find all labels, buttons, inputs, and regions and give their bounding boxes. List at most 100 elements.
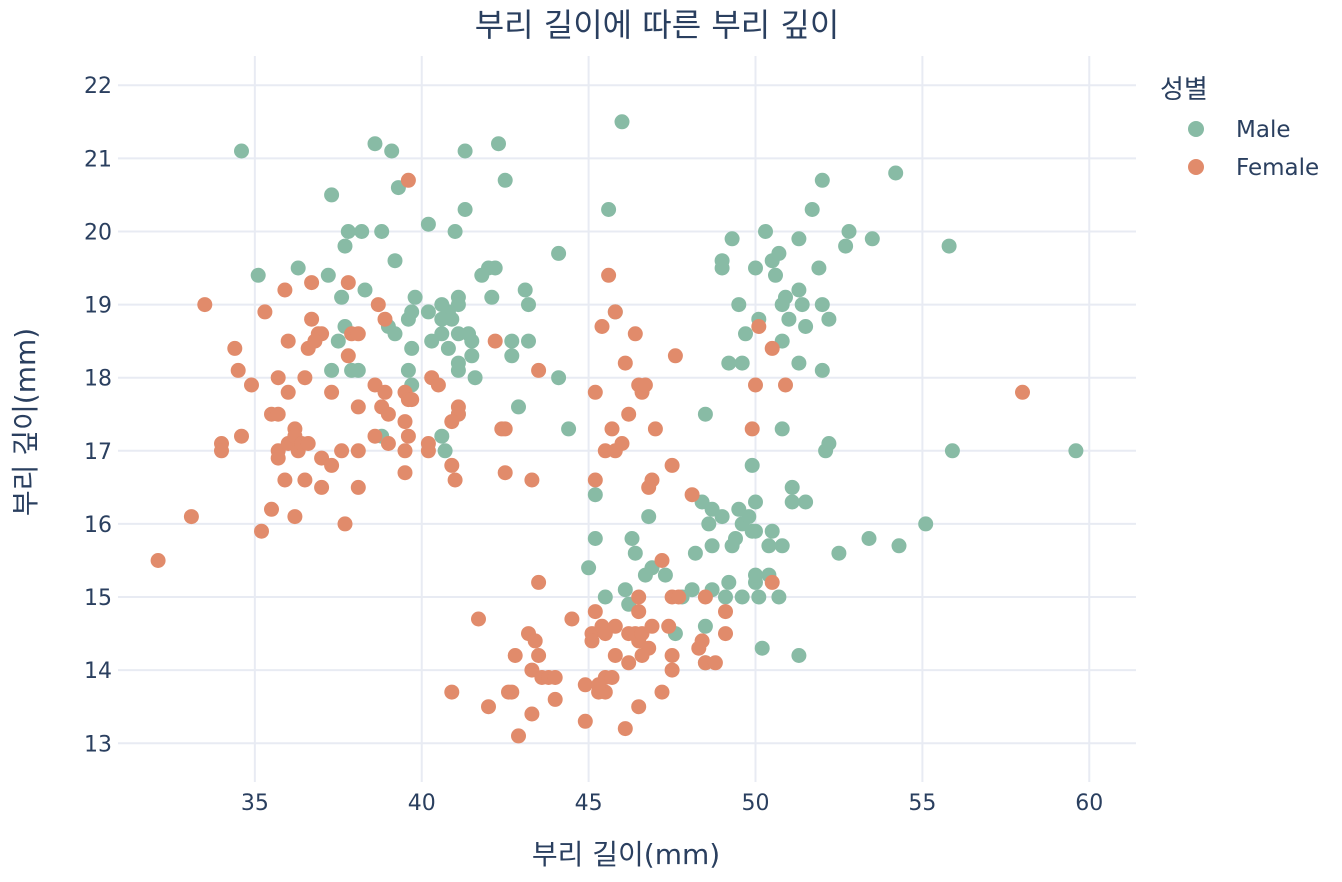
y-tick-label: 18 <box>84 367 112 392</box>
data-point <box>497 465 513 481</box>
series-female <box>150 172 1030 744</box>
data-point <box>821 436 837 451</box>
data-point <box>748 494 763 510</box>
y-tick-label: 17 <box>84 440 112 465</box>
data-point <box>577 713 593 729</box>
legend-item-female[interactable]: Female <box>1188 155 1319 181</box>
y-tick-label: 22 <box>84 74 112 99</box>
legend-item-male[interactable]: Male <box>1188 117 1290 143</box>
data-point <box>250 267 266 283</box>
data-point <box>561 421 577 437</box>
data-point <box>811 260 827 276</box>
data-point <box>768 267 783 283</box>
legend-label: Male <box>1236 117 1290 143</box>
legend[interactable]: 성별 Male Female <box>1160 75 1319 181</box>
data-point <box>748 523 763 539</box>
data-point <box>744 421 760 437</box>
data-point <box>664 648 680 663</box>
data-point <box>804 202 820 217</box>
data-point <box>838 238 854 254</box>
data-point <box>664 662 680 678</box>
data-point <box>617 582 633 598</box>
data-point <box>791 282 807 298</box>
data-point <box>1068 443 1084 459</box>
data-point <box>400 311 416 327</box>
x-tick-label: 40 <box>408 791 436 816</box>
data-point <box>264 501 279 517</box>
data-point <box>597 589 613 605</box>
data-point <box>634 648 650 663</box>
data-point <box>511 399 526 415</box>
data-point <box>624 531 640 546</box>
data-point <box>744 457 760 473</box>
data-point <box>420 216 436 232</box>
data-point <box>587 604 603 620</box>
data-point <box>637 567 653 583</box>
data-point <box>214 443 229 459</box>
y-tick-label: 14 <box>84 659 112 684</box>
data-point <box>420 304 436 320</box>
data-point <box>521 333 536 349</box>
data-point <box>864 231 880 247</box>
data-point <box>287 509 303 525</box>
data-point <box>404 392 420 408</box>
data-point <box>631 699 647 715</box>
x-tick-label: 35 <box>241 791 269 816</box>
data-point <box>734 355 750 371</box>
data-point <box>337 238 353 254</box>
data-point <box>517 282 533 298</box>
data-point <box>584 633 600 649</box>
data-point <box>230 362 246 378</box>
data-point <box>334 289 350 305</box>
data-point <box>654 684 670 700</box>
data-point <box>741 509 757 525</box>
data-point <box>774 421 790 437</box>
data-point <box>474 267 490 283</box>
data-point <box>504 348 520 364</box>
data-point <box>627 326 643 342</box>
data-point <box>601 267 617 283</box>
data-point <box>764 523 780 539</box>
data-point <box>748 377 763 393</box>
data-point <box>380 436 396 451</box>
data-point <box>330 333 346 349</box>
data-point <box>764 574 780 590</box>
data-point <box>400 362 416 378</box>
data-point <box>357 282 373 298</box>
data-point <box>464 348 480 364</box>
data-point <box>734 589 750 605</box>
x-tick-label: 50 <box>742 791 770 816</box>
data-point <box>471 611 486 627</box>
data-point <box>661 618 677 634</box>
data-point <box>444 311 460 327</box>
data-point <box>491 136 506 152</box>
data-point <box>707 655 723 671</box>
data-point <box>314 479 330 495</box>
y-axis-title: 부리 깊이(mm) <box>9 328 42 516</box>
data-point <box>350 362 366 378</box>
data-point <box>400 428 416 444</box>
data-point <box>594 319 610 334</box>
data-point <box>1015 384 1030 400</box>
data-point <box>424 333 440 349</box>
data-point <box>718 604 733 620</box>
data-point <box>614 436 630 451</box>
data-point <box>407 289 423 305</box>
data-point <box>758 224 773 239</box>
data-point <box>531 574 547 590</box>
data-point <box>307 333 323 349</box>
data-point <box>751 589 767 605</box>
series-male <box>234 114 1084 671</box>
data-point <box>791 355 807 371</box>
data-point <box>300 436 316 451</box>
grid <box>118 56 1136 782</box>
data-point <box>384 143 400 159</box>
data-point <box>774 538 790 554</box>
data-point <box>447 224 463 239</box>
data-point <box>367 136 383 152</box>
data-point <box>587 384 603 400</box>
data-point <box>450 362 466 378</box>
data-point <box>564 611 580 627</box>
data-point <box>667 348 683 364</box>
data-point <box>434 428 450 444</box>
